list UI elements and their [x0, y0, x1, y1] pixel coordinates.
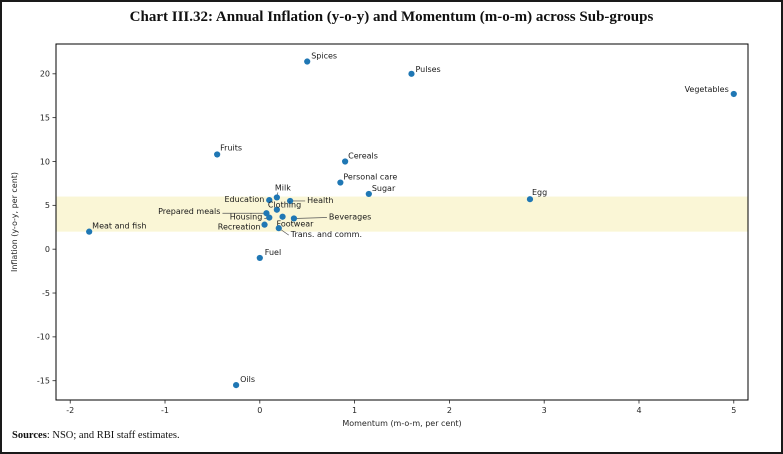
point-label-pulses: Pulses — [415, 65, 440, 74]
data-point-egg — [526, 196, 534, 203]
point-label-prepared-meals: Prepared meals — [158, 207, 220, 216]
source-note-text: : NSO; and RBI staff estimates. — [46, 430, 180, 441]
data-point-pulses — [408, 70, 415, 77]
y-tick-label: 0 — [45, 245, 50, 254]
source-note: Sources: NSO; and RBI staff estimates. — [12, 430, 180, 441]
data-point-education — [266, 196, 273, 204]
data-point-beverages — [290, 215, 298, 222]
x-axis-label: Momentum (m-o-m, per cent) — [342, 419, 461, 428]
point-label-spices: Spices — [311, 52, 337, 61]
point-label-education: Education — [224, 195, 264, 204]
data-point-sugar — [365, 190, 372, 198]
y-tick-label: 15 — [40, 113, 50, 122]
point-label-trans-and-comm: Trans. and comm. — [290, 230, 362, 239]
point-label-oils: Oils — [240, 375, 255, 384]
data-point-vegetables — [730, 90, 737, 98]
data-point-health — [287, 197, 294, 205]
point-label-fruits: Fruits — [220, 143, 242, 152]
data-point-oils — [233, 381, 240, 389]
x-tick-label: 1 — [352, 406, 357, 415]
x-tick-label: 3 — [542, 406, 547, 415]
leader-line-beverages — [293, 217, 327, 219]
data-point-prepared-meals — [263, 210, 270, 217]
y-tick-label: -10 — [37, 333, 50, 342]
point-label-fuel: Fuel — [265, 248, 281, 257]
point-label-recreation: Recreation — [218, 223, 261, 232]
data-point-footwear — [279, 213, 286, 220]
y-tick-label: -5 — [42, 289, 50, 298]
y-tick-label: 20 — [40, 70, 50, 79]
y-tick-label: -15 — [37, 377, 50, 386]
x-tick-label: -1 — [161, 406, 169, 415]
point-label-cereals: Cereals — [348, 151, 378, 160]
point-label-meat-and-fish: Meat and fish — [92, 222, 146, 231]
data-point-clothing — [273, 206, 280, 213]
x-tick-label: -2 — [66, 406, 74, 415]
point-label-housing: Housing — [230, 213, 263, 222]
tolerance-band — [56, 196, 748, 232]
point-label-milk: Milk — [275, 183, 291, 192]
y-axis-label: Inflation (y-o-y, per cent) — [10, 172, 19, 272]
plot-border — [55, 43, 749, 401]
x-tick-label: 5 — [731, 406, 736, 415]
x-tick-label: 0 — [257, 406, 262, 415]
data-point-fruits — [214, 151, 221, 158]
point-label-health: Health — [307, 196, 333, 205]
data-point-milk — [273, 194, 280, 201]
data-point-spices — [304, 58, 311, 65]
point-label-beverages: Beverages — [329, 212, 371, 221]
point-label-personal-care: Personal care — [343, 173, 397, 182]
chart-title: Chart III.32: Annual Inflation (y-o-y) a… — [129, 9, 654, 25]
data-point-personal-care — [337, 179, 344, 186]
point-label-sugar: Sugar — [372, 184, 396, 193]
data-point-trans-and-comm — [275, 225, 282, 232]
point-label-footwear: Footwear — [277, 220, 315, 229]
y-tick-label: 5 — [45, 201, 50, 210]
data-point-cereals — [342, 158, 349, 165]
point-label-egg: Egg — [532, 188, 547, 197]
x-tick-label: 2 — [447, 406, 452, 415]
x-tick-label: 4 — [636, 406, 641, 415]
point-label-clothing: Clothing — [268, 201, 301, 210]
point-label-vegetables: Vegetables — [685, 85, 729, 94]
data-point-meat-and-fish — [86, 228, 93, 235]
y-tick-label: 10 — [40, 157, 50, 166]
data-point-housing — [266, 214, 273, 221]
data-point-recreation — [261, 221, 268, 228]
data-point-fuel — [256, 254, 263, 262]
source-note-label: Sources — [12, 430, 47, 441]
